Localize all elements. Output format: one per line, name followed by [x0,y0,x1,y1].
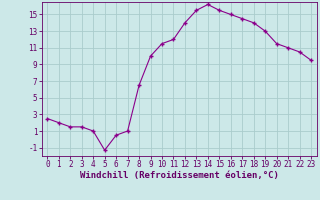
X-axis label: Windchill (Refroidissement éolien,°C): Windchill (Refroidissement éolien,°C) [80,171,279,180]
